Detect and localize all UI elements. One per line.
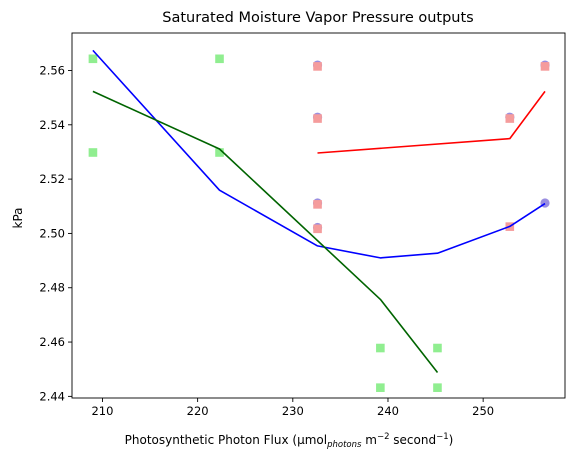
x-tick-label: 240 [377, 404, 399, 418]
y-tick-label: 2.54 [39, 118, 65, 132]
scatter-point [215, 54, 224, 64]
x-axis-label-close: ) [449, 433, 454, 447]
chart-title: Saturated Moisture Vapor Pressure output… [162, 10, 473, 26]
scatter-point [376, 343, 385, 353]
line-series-2 [92, 90, 439, 373]
x-axis-label-sup1: −2 [377, 432, 390, 442]
scatter-point [433, 383, 442, 392]
y-tick-label: 2.52 [39, 172, 65, 186]
y-tick-label: 2.48 [39, 281, 65, 295]
x-axis-label-subscript: photons [326, 440, 362, 450]
x-axis-label-main: Photosynthetic Photon Flux (µmol [125, 433, 327, 447]
x-axis-label-mid: m [361, 433, 377, 447]
y-tick-label: 2.46 [39, 335, 65, 349]
scatter-point [540, 62, 550, 71]
line-series-1 [92, 49, 546, 259]
x-tick-label: 210 [91, 404, 113, 418]
x-tick-label: 250 [472, 404, 494, 418]
y-tick-label: 2.44 [39, 389, 65, 403]
scatter-series-2 [88, 54, 442, 392]
x-tick-label: 220 [187, 404, 209, 418]
plot-layer: 210 220 230 240 250 2.44 2.46 2.48 2.50 2.52 2.54 2… [39, 32, 566, 418]
y-tick-label: 2.56 [39, 63, 65, 77]
y-tick-label: 2.50 [39, 226, 65, 240]
scatter-point [376, 383, 385, 392]
scatter-point [313, 224, 322, 234]
y-axis-label: kPa [11, 208, 25, 229]
scatter-point [313, 114, 322, 123]
scatter-point [313, 62, 322, 71]
line-series-0 [317, 90, 546, 154]
scatter-point [433, 343, 442, 353]
scatter-point [88, 148, 98, 157]
scatter-point [88, 54, 98, 64]
plot-area [72, 33, 565, 398]
x-tick-label: 230 [282, 404, 304, 418]
scatter-point [215, 148, 224, 157]
plot-frame [71, 32, 566, 399]
x-axis-label-sup2: −1 [436, 432, 449, 442]
scatter-point [313, 200, 322, 209]
scatter-point [505, 114, 515, 123]
x-axis-label: Photosynthetic Photon Flux (µmolphotons … [125, 432, 454, 450]
x-axis-label-end: second [389, 433, 436, 447]
